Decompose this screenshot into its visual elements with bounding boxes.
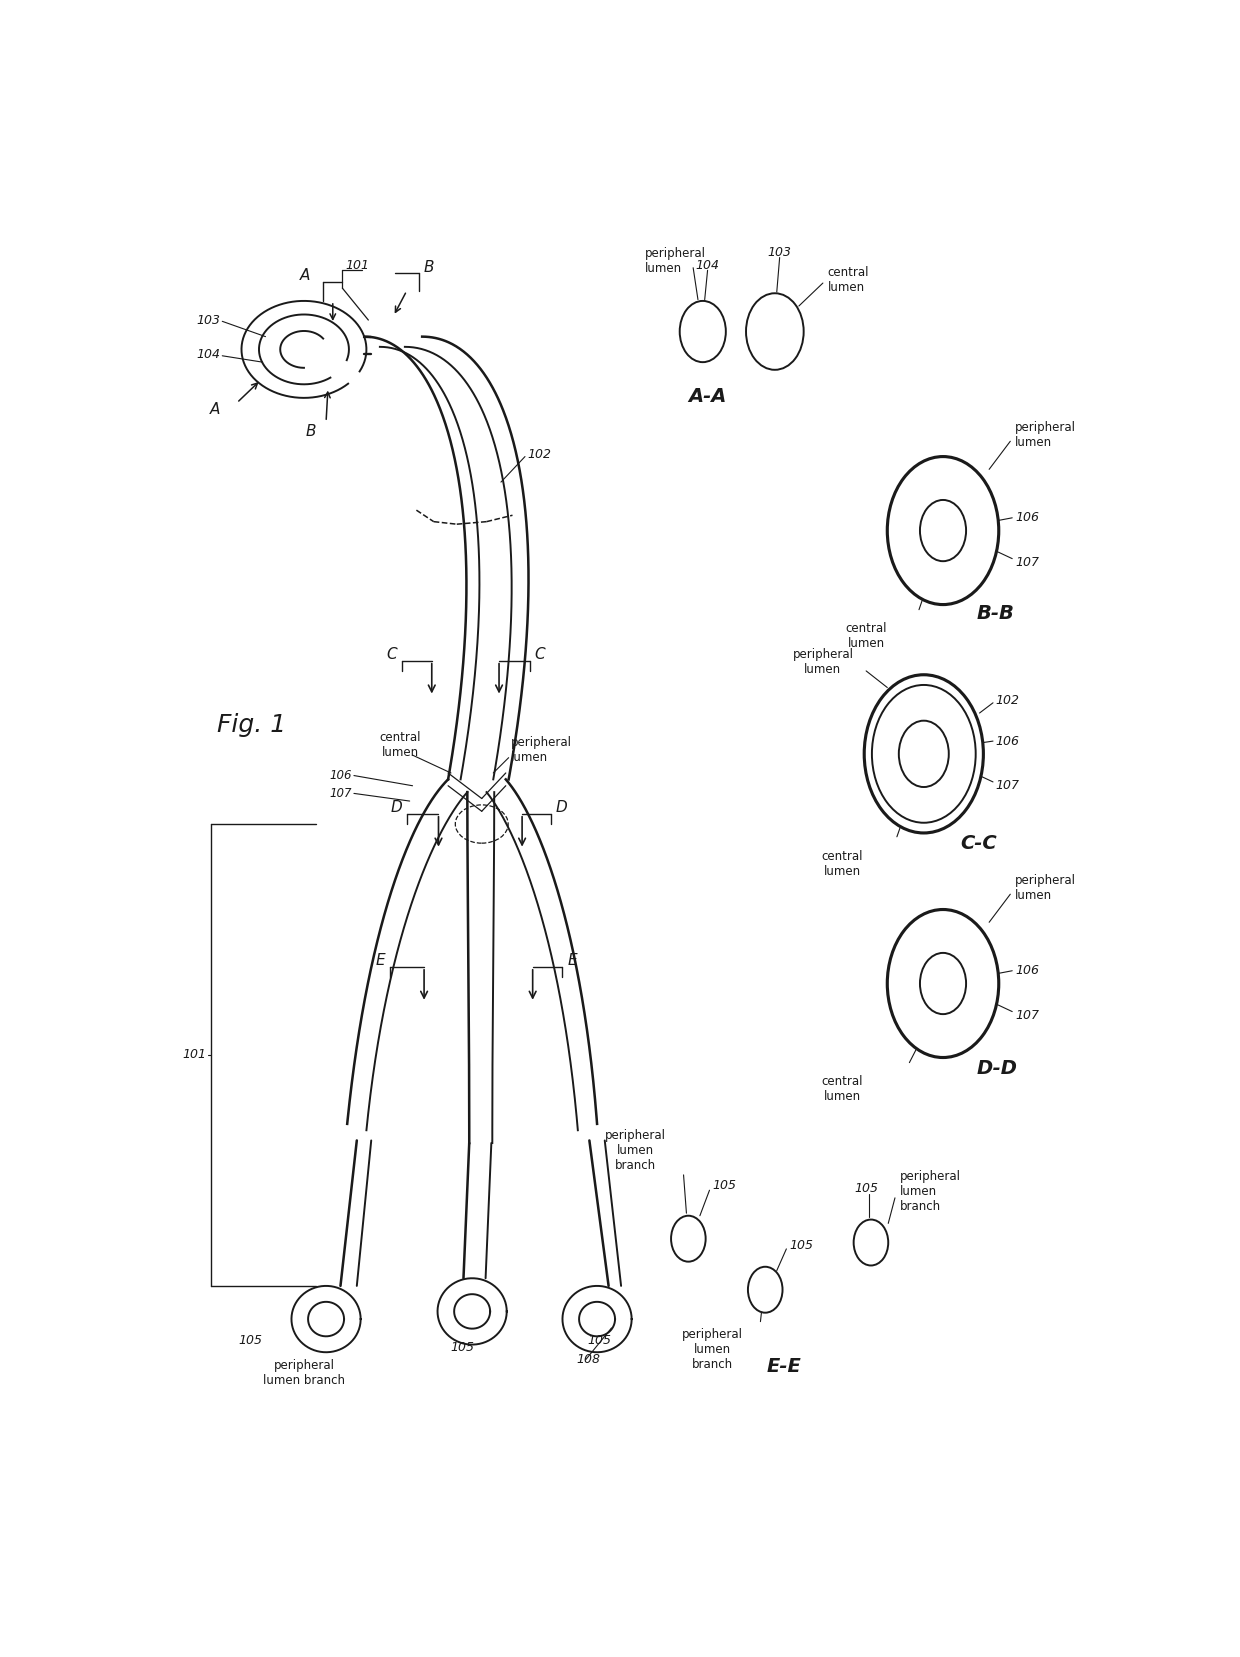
Circle shape — [888, 457, 998, 605]
Circle shape — [899, 721, 949, 787]
Text: 107: 107 — [1016, 557, 1039, 568]
Circle shape — [680, 302, 725, 363]
Text: 106: 106 — [330, 769, 352, 782]
Circle shape — [748, 1266, 782, 1312]
Text: 102: 102 — [996, 694, 1019, 708]
Text: 103: 103 — [768, 245, 791, 258]
Circle shape — [888, 910, 998, 1057]
Text: 101: 101 — [345, 258, 370, 272]
Text: E: E — [567, 953, 577, 968]
Text: 108: 108 — [575, 1354, 600, 1367]
Text: 104: 104 — [196, 348, 221, 361]
Circle shape — [853, 1220, 888, 1266]
Text: 105: 105 — [450, 1341, 475, 1354]
Text: central
lumen: central lumen — [821, 850, 863, 878]
Text: central
lumen: central lumen — [846, 623, 887, 651]
Text: B: B — [424, 260, 434, 275]
Circle shape — [920, 500, 966, 562]
Text: D: D — [556, 800, 568, 815]
Text: 105: 105 — [789, 1238, 813, 1251]
Text: peripheral
lumen: peripheral lumen — [1016, 873, 1076, 901]
Text: peripheral
lumen: peripheral lumen — [511, 736, 572, 764]
Text: 106: 106 — [1016, 512, 1039, 524]
Text: B-B: B-B — [977, 605, 1014, 623]
Text: peripheral
lumen: peripheral lumen — [1016, 421, 1076, 449]
Text: A: A — [210, 403, 221, 418]
Text: 105: 105 — [854, 1183, 878, 1195]
Text: 105: 105 — [238, 1334, 263, 1347]
Text: C: C — [387, 646, 397, 661]
Text: peripheral
lumen
branch: peripheral lumen branch — [605, 1130, 666, 1173]
Text: central
lumen: central lumen — [828, 267, 869, 295]
Text: 102: 102 — [528, 447, 552, 461]
Text: C-C: C-C — [960, 833, 997, 853]
Circle shape — [671, 1216, 706, 1261]
Text: 106: 106 — [996, 734, 1019, 747]
Text: 107: 107 — [330, 787, 352, 800]
Text: peripheral
lumen: peripheral lumen — [645, 247, 706, 275]
Text: central
lumen: central lumen — [821, 1075, 863, 1104]
Text: C: C — [534, 646, 546, 661]
Text: 101: 101 — [182, 1049, 206, 1062]
Text: central
lumen: central lumen — [379, 731, 420, 759]
Text: Fig. 1: Fig. 1 — [217, 713, 286, 736]
Text: peripheral
lumen branch: peripheral lumen branch — [263, 1359, 345, 1387]
Text: 107: 107 — [996, 779, 1019, 792]
Text: 103: 103 — [196, 313, 221, 326]
Text: 105: 105 — [713, 1178, 737, 1191]
Text: peripheral
lumen
branch: peripheral lumen branch — [900, 1170, 961, 1213]
Circle shape — [872, 684, 976, 824]
Text: 106: 106 — [1016, 964, 1039, 978]
Text: D-D: D-D — [977, 1059, 1018, 1079]
Text: peripheral
lumen
branch: peripheral lumen branch — [682, 1327, 743, 1370]
Circle shape — [864, 674, 983, 833]
Text: 107: 107 — [1016, 1009, 1039, 1022]
Text: D: D — [391, 800, 402, 815]
Text: 104: 104 — [696, 258, 719, 272]
Text: B: B — [306, 424, 316, 439]
Circle shape — [746, 293, 804, 370]
Text: A-A: A-A — [688, 388, 727, 406]
Circle shape — [920, 953, 966, 1014]
Text: E: E — [376, 953, 386, 968]
Text: 105: 105 — [588, 1334, 611, 1347]
Text: E-E: E-E — [768, 1357, 802, 1375]
Text: A: A — [300, 268, 311, 283]
Text: peripheral
lumen: peripheral lumen — [792, 648, 853, 676]
